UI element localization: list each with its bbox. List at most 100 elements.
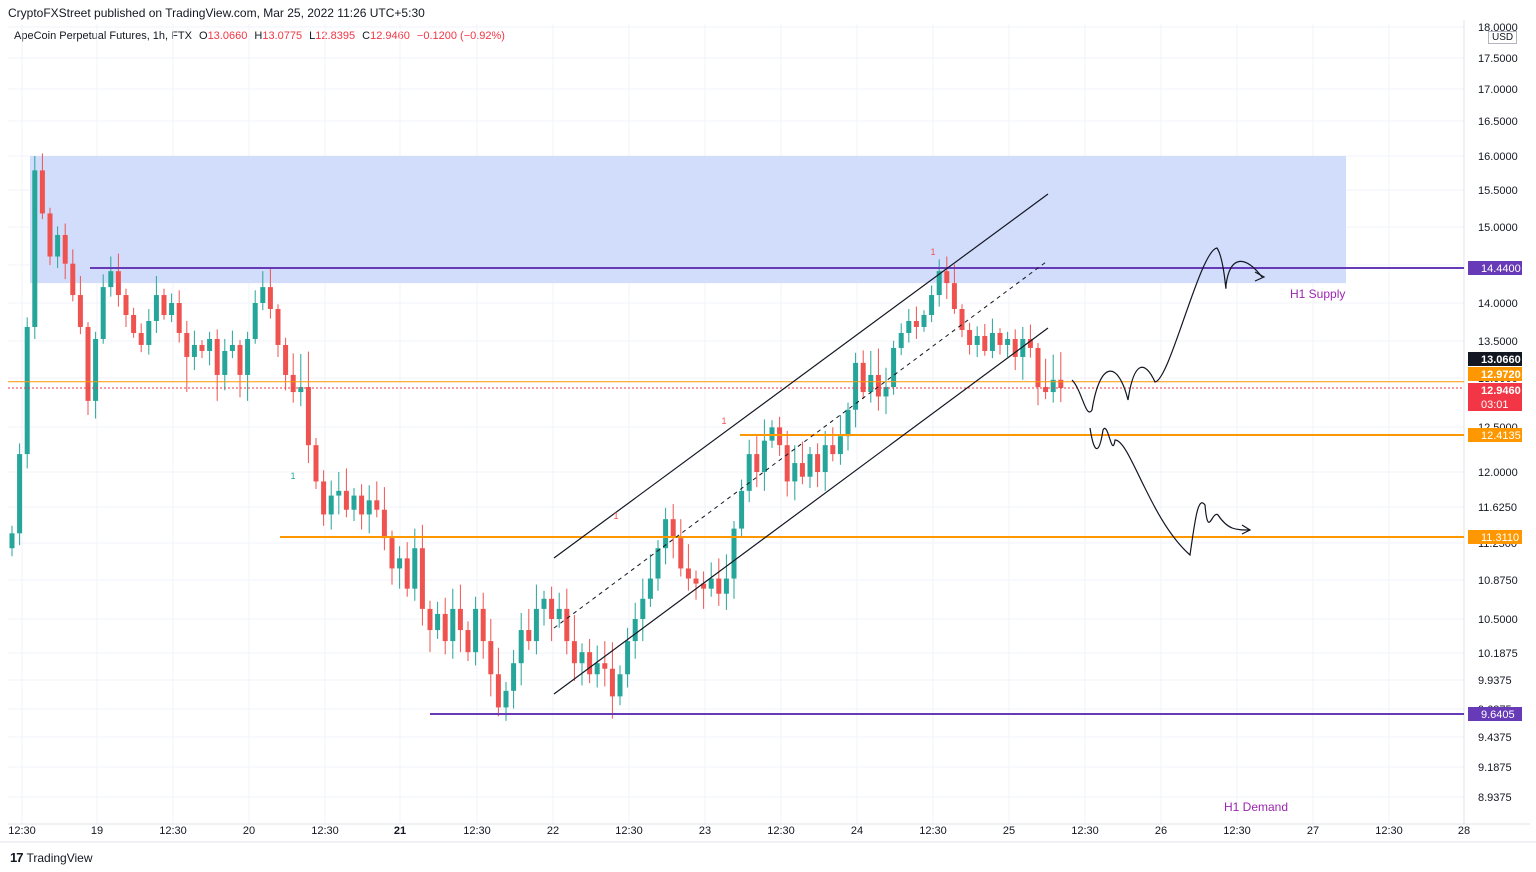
bearish-arrow-icon bbox=[1241, 524, 1252, 535]
candle-body bbox=[351, 495, 357, 510]
candle-body bbox=[997, 332, 1003, 345]
candle-body bbox=[450, 608, 456, 642]
x-tick-label: 27 bbox=[1307, 825, 1319, 837]
candle-body bbox=[929, 295, 935, 315]
candle-body bbox=[169, 303, 175, 315]
high-value: 13.0775 bbox=[262, 30, 303, 42]
level-label-bg bbox=[1468, 428, 1522, 442]
candle-body bbox=[951, 283, 957, 309]
candle-body bbox=[739, 490, 745, 529]
candle-body bbox=[275, 308, 281, 345]
candle-body bbox=[579, 652, 585, 664]
candle-body bbox=[913, 320, 919, 327]
x-tick-label: 12:30 bbox=[8, 825, 36, 837]
x-tick-label: 26 bbox=[1155, 825, 1167, 837]
candle-body bbox=[989, 332, 995, 351]
candle-body bbox=[837, 436, 843, 455]
candle-body bbox=[503, 690, 509, 708]
y-tick-label: 10.8750 bbox=[1478, 575, 1518, 587]
y-tick-label: 13.5000 bbox=[1478, 336, 1518, 348]
tradingview-logo-icon: 17 bbox=[10, 850, 24, 865]
candle-body bbox=[564, 608, 570, 642]
x-tick-label: 12:30 bbox=[463, 825, 491, 837]
open-label: O bbox=[199, 30, 208, 42]
tradingview-brand[interactable]: 17 TradingView bbox=[10, 850, 93, 865]
candle-body bbox=[959, 308, 965, 330]
candle-body bbox=[678, 538, 684, 569]
candle-body bbox=[207, 338, 213, 351]
candle-body bbox=[701, 583, 707, 589]
candle-body bbox=[298, 387, 304, 393]
signal-marker: 1 bbox=[721, 416, 726, 426]
candle-body bbox=[815, 454, 821, 472]
x-tick-label: 23 bbox=[699, 825, 711, 837]
signal-marker: 1 bbox=[613, 511, 618, 521]
candle-body bbox=[868, 374, 874, 393]
y-tick-label: 17.5000 bbox=[1478, 53, 1518, 65]
candle-body bbox=[191, 344, 197, 357]
level-label-bg bbox=[1468, 261, 1522, 275]
level-label: 14.4400 bbox=[1481, 263, 1521, 275]
candle-body bbox=[62, 234, 68, 264]
y-tick-label: 9.9375 bbox=[1478, 675, 1512, 687]
candle-body bbox=[708, 578, 714, 589]
candle-body bbox=[39, 170, 45, 214]
price-label-bg bbox=[1468, 383, 1522, 411]
channel-lower bbox=[553, 327, 1049, 695]
x-tick-label: 12:30 bbox=[1223, 825, 1251, 837]
candle-body bbox=[366, 500, 372, 515]
price-label-bg bbox=[1468, 367, 1522, 381]
candle-body bbox=[1050, 379, 1056, 393]
x-tick-label: 12:30 bbox=[615, 825, 643, 837]
candle-body bbox=[305, 387, 311, 446]
supply-zone bbox=[30, 156, 1346, 284]
candle-body bbox=[412, 548, 418, 589]
candle-body bbox=[891, 347, 897, 388]
candle-body bbox=[488, 641, 494, 675]
signal-marker: 1 bbox=[930, 247, 935, 257]
candle-body bbox=[853, 362, 859, 410]
candle-body bbox=[321, 481, 327, 515]
candle-body bbox=[777, 427, 783, 446]
candle-body bbox=[214, 338, 220, 375]
candle-body bbox=[632, 619, 638, 642]
demand-label: H1 Demand bbox=[1224, 800, 1288, 814]
candle-body bbox=[473, 608, 479, 653]
candle-body bbox=[397, 558, 403, 569]
x-tick-label: 12:30 bbox=[919, 825, 947, 837]
candle-body bbox=[457, 608, 463, 631]
x-tick-label: 12:30 bbox=[311, 825, 339, 837]
level-label-bg bbox=[1468, 530, 1522, 544]
y-tick-label: 9.4375 bbox=[1478, 732, 1512, 744]
candle-body bbox=[792, 463, 798, 482]
candle-body bbox=[754, 454, 760, 472]
candle-body bbox=[518, 630, 524, 664]
candle-body bbox=[731, 528, 737, 579]
candle-body bbox=[549, 598, 555, 619]
candle-body bbox=[921, 314, 927, 327]
candle-body bbox=[131, 314, 137, 333]
candle-body bbox=[571, 641, 577, 664]
close-label: C bbox=[362, 30, 371, 42]
candle-body bbox=[9, 533, 15, 549]
y-tick-label: 14.0000 bbox=[1478, 298, 1518, 310]
candle-body bbox=[556, 608, 562, 619]
candle-body bbox=[533, 608, 539, 642]
candle-body bbox=[526, 630, 532, 642]
y-tick-label: 9.1875 bbox=[1478, 762, 1512, 774]
channel-mid bbox=[553, 261, 1047, 629]
candle-body bbox=[336, 490, 342, 496]
candle-body bbox=[974, 335, 980, 345]
x-tick-label: 12:30 bbox=[767, 825, 795, 837]
y-tick-label: 11.6250 bbox=[1478, 502, 1517, 514]
candle-body bbox=[419, 548, 425, 609]
y-tick-label: 15.5000 bbox=[1478, 185, 1518, 197]
level-label: 11.3110 bbox=[1481, 532, 1519, 544]
brand-name: TradingView bbox=[26, 850, 93, 865]
candle-body bbox=[359, 495, 365, 515]
bullish-projection bbox=[1071, 247, 1263, 413]
candle-body bbox=[860, 362, 866, 393]
candle-body bbox=[343, 490, 349, 510]
low-label: L bbox=[309, 30, 316, 42]
